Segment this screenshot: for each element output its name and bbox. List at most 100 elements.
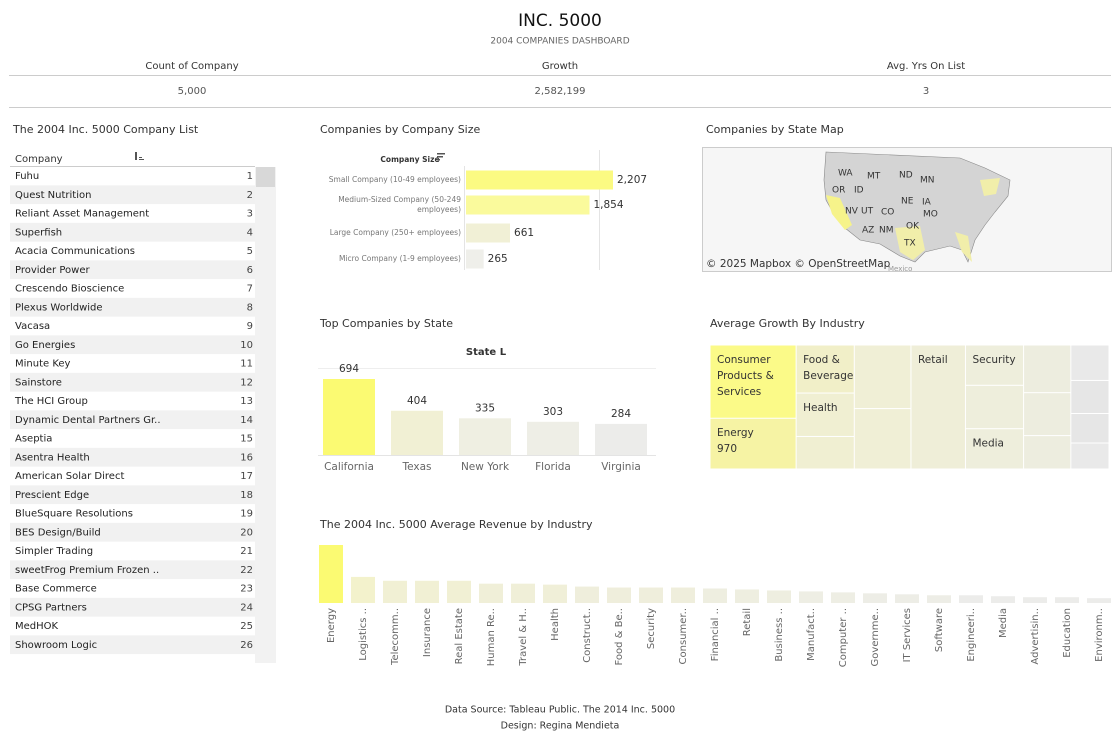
kpi-value: 3	[923, 86, 929, 97]
bar	[466, 223, 511, 243]
kpi-label: Growth	[542, 61, 578, 72]
row-stripe	[10, 447, 255, 467]
company-rank: 26	[240, 640, 253, 651]
bar	[607, 587, 631, 603]
treemap-cell	[965, 429, 1024, 469]
company-name: MedHOK	[15, 621, 59, 632]
title: INC. 5000	[518, 11, 602, 31]
x-tick-label: Telecomm..	[390, 608, 401, 666]
state-label: MN	[920, 176, 935, 186]
category-label: Micro Company (1-9 employees)	[339, 254, 461, 263]
x-tick-label: Engineeri..	[966, 608, 977, 662]
sort-icon	[135, 152, 144, 160]
value-label: 335	[475, 402, 495, 414]
x-tick-label: Environm..	[1094, 608, 1105, 662]
treemap-cell	[796, 345, 854, 393]
bar	[959, 595, 983, 603]
x-tick-label: Insurance	[422, 608, 433, 657]
x-tick-label: Logistics ..	[358, 608, 369, 661]
bar	[703, 588, 727, 603]
company-name: Vacasa	[15, 321, 50, 332]
bar	[459, 418, 511, 455]
company-rank: 15	[240, 434, 253, 445]
bar	[351, 576, 375, 603]
x-tick-label: Business ..	[774, 608, 785, 662]
row-stripe	[10, 597, 255, 617]
treemap-cell	[965, 385, 1024, 429]
company-rank: 23	[240, 584, 253, 595]
x-tick-label: Software	[934, 608, 945, 652]
state-label: ND	[899, 171, 913, 181]
x-tick-label: Consumer..	[678, 608, 689, 664]
value-label: 284	[611, 408, 631, 420]
row-stripe	[10, 560, 255, 580]
x-tick-label: New York	[461, 461, 510, 473]
state-highlight	[980, 178, 1000, 196]
column-header: Company	[15, 154, 63, 165]
company-name: Reliant Asset Management	[15, 209, 149, 220]
cell-value: 970	[717, 443, 737, 455]
treemap-cell	[710, 345, 796, 418]
subtitle: 2004 COMPANIES DASHBOARD	[490, 37, 629, 47]
company-name: CPSG Partners	[15, 602, 87, 613]
x-tick-label: Energy	[326, 608, 337, 643]
x-tick-label: Retail	[742, 608, 753, 636]
state-label: NE	[901, 197, 914, 207]
treemap-cell	[1071, 443, 1109, 469]
company-rank: 14	[240, 415, 253, 426]
bar	[991, 596, 1015, 603]
company-rank: 24	[240, 602, 253, 613]
state-label: OR	[832, 186, 845, 196]
kpi-label: Avg. Yrs On List	[887, 61, 965, 72]
x-tick-label: California	[324, 461, 374, 473]
row-stripe	[10, 522, 255, 542]
company-rank: 19	[240, 509, 253, 520]
state-label: AZ	[862, 226, 874, 236]
scroll-thumb	[256, 167, 275, 187]
panel-title: The 2004 Inc. 5000 Company List	[12, 123, 199, 136]
state-label: UT	[861, 207, 874, 217]
company-name: BlueSquare Resolutions	[15, 509, 133, 520]
row-stripe	[10, 260, 255, 280]
bar	[543, 584, 567, 603]
bar	[1055, 597, 1079, 603]
treemap-cell	[1024, 393, 1071, 436]
kpi-value: 5,000	[178, 86, 207, 97]
company-rank: 21	[240, 546, 253, 557]
bar	[767, 590, 791, 603]
category-label: Small Company (10-49 employees)	[329, 175, 461, 184]
x-tick-label: Computer ..	[838, 608, 849, 667]
company-name: Aseptia	[15, 434, 52, 445]
value-label: 661	[514, 227, 534, 239]
company-rank: 3	[247, 209, 253, 220]
company-name: Base Commerce	[15, 584, 97, 595]
company-name: American Solar Direct	[15, 471, 124, 482]
row-stripe	[10, 185, 255, 205]
value-label: 694	[339, 363, 359, 375]
company-rank: 4	[247, 227, 253, 238]
bar	[479, 583, 503, 603]
value-label: 2,207	[617, 174, 647, 186]
x-tick-label: Construct..	[582, 608, 593, 663]
category-label: Large Company (250+ employees)	[330, 228, 461, 237]
treemap-cell	[854, 409, 911, 469]
treemap-cell	[854, 345, 911, 409]
bar	[575, 586, 599, 603]
company-name: Quest Nutrition	[15, 190, 91, 201]
x-tick-label: Texas	[401, 461, 431, 473]
company-rank: 16	[240, 452, 253, 463]
company-name: Go Energies	[15, 340, 75, 351]
row-stripe	[10, 372, 255, 392]
company-rank: 5	[247, 246, 253, 257]
state-label: NV	[845, 207, 859, 217]
row-stripe	[10, 485, 255, 505]
bar	[595, 423, 647, 455]
row-stripe	[10, 335, 255, 355]
company-rank: 7	[247, 284, 253, 295]
row-stripe	[10, 635, 255, 655]
bar	[415, 580, 439, 603]
company-rank: 18	[240, 490, 253, 501]
footer-design: Design: Regina Mendieta	[501, 721, 620, 732]
cell-label: Health	[803, 402, 837, 414]
